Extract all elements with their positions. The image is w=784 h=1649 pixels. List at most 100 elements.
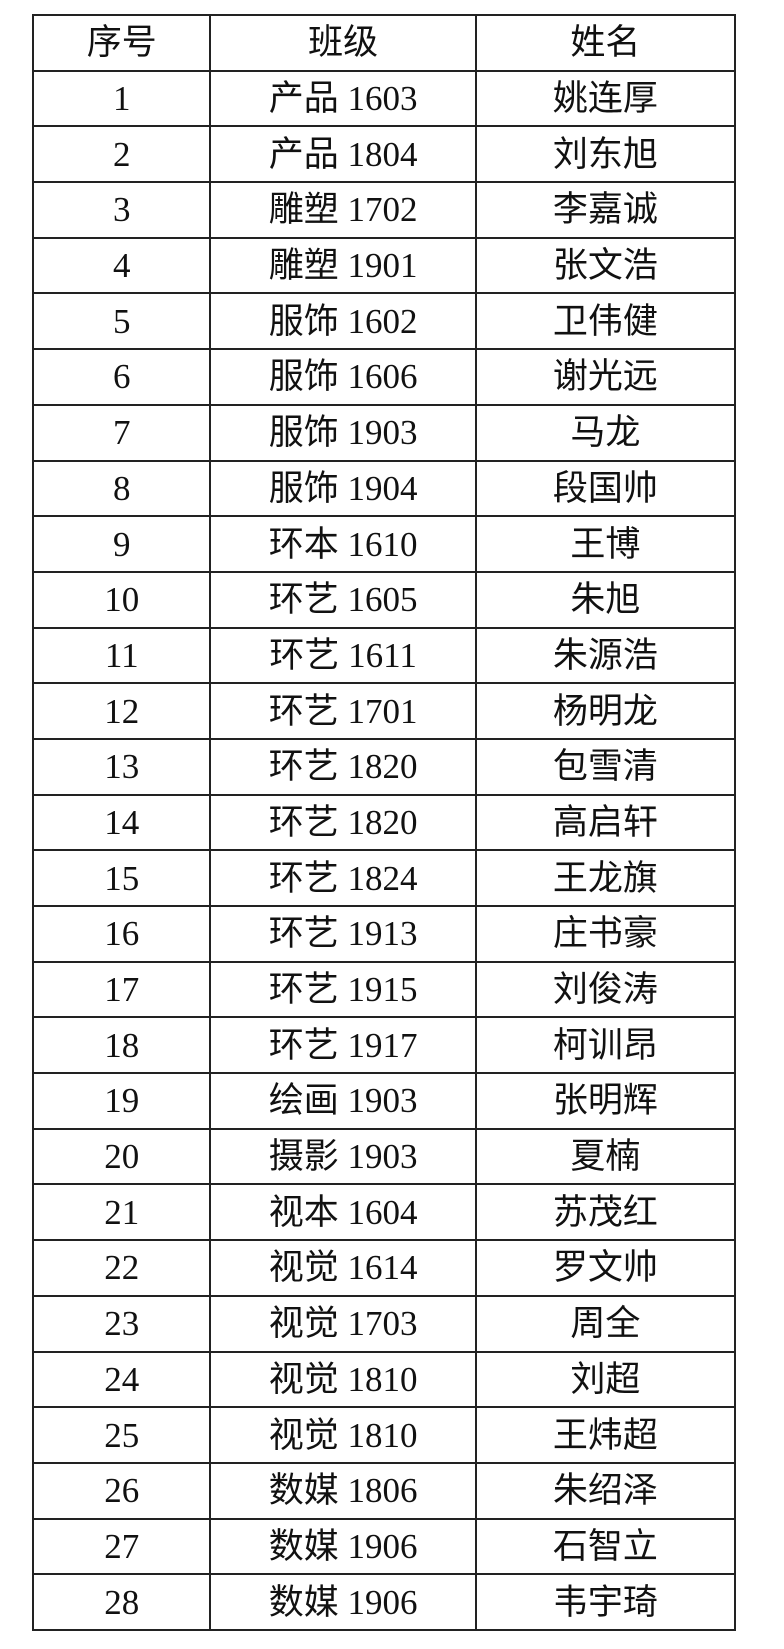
cell-index: 16: [31, 905, 212, 963]
cell-index: 1: [31, 69, 212, 128]
cell-class: 环艺 1611: [209, 626, 477, 685]
cell-index: 14: [31, 793, 212, 852]
table-row: 19 绘画 1903 张明辉: [31, 1072, 737, 1130]
cell-index: 8: [31, 459, 212, 518]
cell-name: 柯训昂: [474, 1016, 737, 1075]
cell-name: 李嘉诚: [474, 181, 737, 239]
cell-class: 环艺 1915: [209, 960, 477, 1019]
cell-name: 马龙: [474, 403, 737, 462]
cell-name: 韦宇琦: [474, 1573, 737, 1631]
cell-name: 刘超: [474, 1350, 737, 1409]
table-row: 7 服饰 1903 马龙: [31, 403, 737, 462]
cell-name: 姚连厚: [474, 69, 737, 128]
table-row: 18 环艺 1917 柯训昂: [31, 1016, 737, 1075]
cell-name: 包雪清: [474, 737, 737, 796]
cell-index: 23: [31, 1294, 212, 1353]
cell-class: 服饰 1903: [209, 403, 477, 462]
cell-index: 10: [31, 570, 212, 629]
table-row: 20 摄影 1903 夏楠: [31, 1127, 737, 1186]
cell-class: 服饰 1606: [209, 348, 477, 406]
cell-class: 视觉 1614: [209, 1239, 477, 1297]
cell-class: 环艺 1917: [209, 1016, 477, 1075]
table-row: 4 雕塑 1901 张文浩: [31, 236, 737, 295]
cell-name: 夏楠: [474, 1127, 737, 1186]
cell-class: 视本 1604: [209, 1183, 477, 1242]
table-row: 26 数媒 1806 朱绍泽: [31, 1461, 737, 1520]
cell-class: 环艺 1913: [209, 905, 477, 963]
cell-name: 朱旭: [474, 570, 737, 629]
cell-class: 环艺 1820: [209, 737, 477, 796]
cell-class: 视觉 1810: [209, 1350, 477, 1409]
cell-index: 6: [31, 348, 212, 406]
header-name: 姓名: [474, 14, 737, 72]
table-row: 25 视觉 1810 王炜超: [31, 1406, 737, 1464]
cell-class: 数媒 1806: [209, 1461, 477, 1520]
cell-index: 26: [31, 1461, 212, 1520]
cell-name: 段国帅: [474, 459, 737, 518]
cell-name: 苏茂红: [474, 1183, 737, 1242]
cell-class: 环本 1610: [209, 515, 477, 573]
cell-name: 刘俊涛: [474, 960, 737, 1019]
cell-class: 环艺 1824: [209, 849, 477, 907]
header-class: 班级: [209, 14, 477, 72]
table-row: 13 环艺 1820 包雪清: [31, 737, 737, 796]
header-row: 序号 班级 姓名: [31, 14, 737, 72]
cell-index: 28: [31, 1573, 212, 1631]
cell-class: 雕塑 1702: [209, 181, 477, 239]
cell-name: 周全: [474, 1294, 737, 1353]
table-row: 12 环艺 1701 杨明龙: [31, 682, 737, 740]
table-row: 23 视觉 1703 周全: [31, 1294, 737, 1353]
cell-index: 2: [31, 125, 212, 184]
table-row: 15 环艺 1824 王龙旗: [31, 849, 737, 907]
cell-index: 18: [31, 1016, 212, 1075]
table-row: 17 环艺 1915 刘俊涛: [31, 960, 737, 1019]
cell-class: 产品 1603: [209, 69, 477, 128]
cell-name: 卫伟健: [474, 292, 737, 351]
cell-index: 24: [31, 1350, 212, 1409]
cell-class: 环艺 1701: [209, 682, 477, 740]
cell-name: 杨明龙: [474, 682, 737, 740]
cell-index: 15: [31, 849, 212, 907]
table-row: 14 环艺 1820 高启轩: [31, 793, 737, 852]
table-row: 27 数媒 1906 石智立: [31, 1517, 737, 1576]
cell-index: 4: [31, 236, 212, 295]
cell-class: 服饰 1904: [209, 459, 477, 518]
cell-index: 7: [31, 403, 212, 462]
cell-class: 数媒 1906: [209, 1517, 477, 1576]
cell-class: 产品 1804: [209, 125, 477, 184]
cell-name: 谢光远: [474, 348, 737, 406]
cell-index: 21: [31, 1183, 212, 1242]
cell-index: 3: [31, 181, 212, 239]
table-row: 22 视觉 1614 罗文帅: [31, 1239, 737, 1297]
cell-name: 王炜超: [474, 1406, 737, 1464]
cell-class: 绘画 1903: [209, 1072, 477, 1130]
cell-index: 12: [31, 682, 212, 740]
cell-name: 王龙旗: [474, 849, 737, 907]
cell-index: 27: [31, 1517, 212, 1576]
table-row: 8 服饰 1904 段国帅: [31, 459, 737, 518]
cell-name: 朱源浩: [474, 626, 737, 685]
cell-name: 张文浩: [474, 236, 737, 295]
cell-index: 20: [31, 1127, 212, 1186]
cell-class: 视觉 1810: [209, 1406, 477, 1464]
cell-index: 5: [31, 292, 212, 351]
cell-name: 朱绍泽: [474, 1461, 737, 1520]
cell-name: 王博: [474, 515, 737, 573]
table-row: 6 服饰 1606 谢光远: [31, 348, 737, 406]
cell-index: 11: [31, 626, 212, 685]
cell-index: 25: [31, 1406, 212, 1464]
cell-name: 庄书豪: [474, 905, 737, 963]
cell-name: 刘东旭: [474, 125, 737, 184]
cell-index: 9: [31, 515, 212, 573]
table-row: 2 产品 1804 刘东旭: [31, 125, 737, 184]
cell-class: 服饰 1602: [209, 292, 477, 351]
cell-index: 17: [31, 960, 212, 1019]
cell-index: 19: [31, 1072, 212, 1130]
cell-class: 数媒 1906: [209, 1573, 477, 1631]
cell-class: 环艺 1605: [209, 570, 477, 629]
table-row: 3 雕塑 1702 李嘉诚: [31, 181, 737, 239]
table-row: 11 环艺 1611 朱源浩: [31, 626, 737, 685]
cell-index: 13: [31, 737, 212, 796]
cell-class: 雕塑 1901: [209, 236, 477, 295]
cell-index: 22: [31, 1239, 212, 1297]
